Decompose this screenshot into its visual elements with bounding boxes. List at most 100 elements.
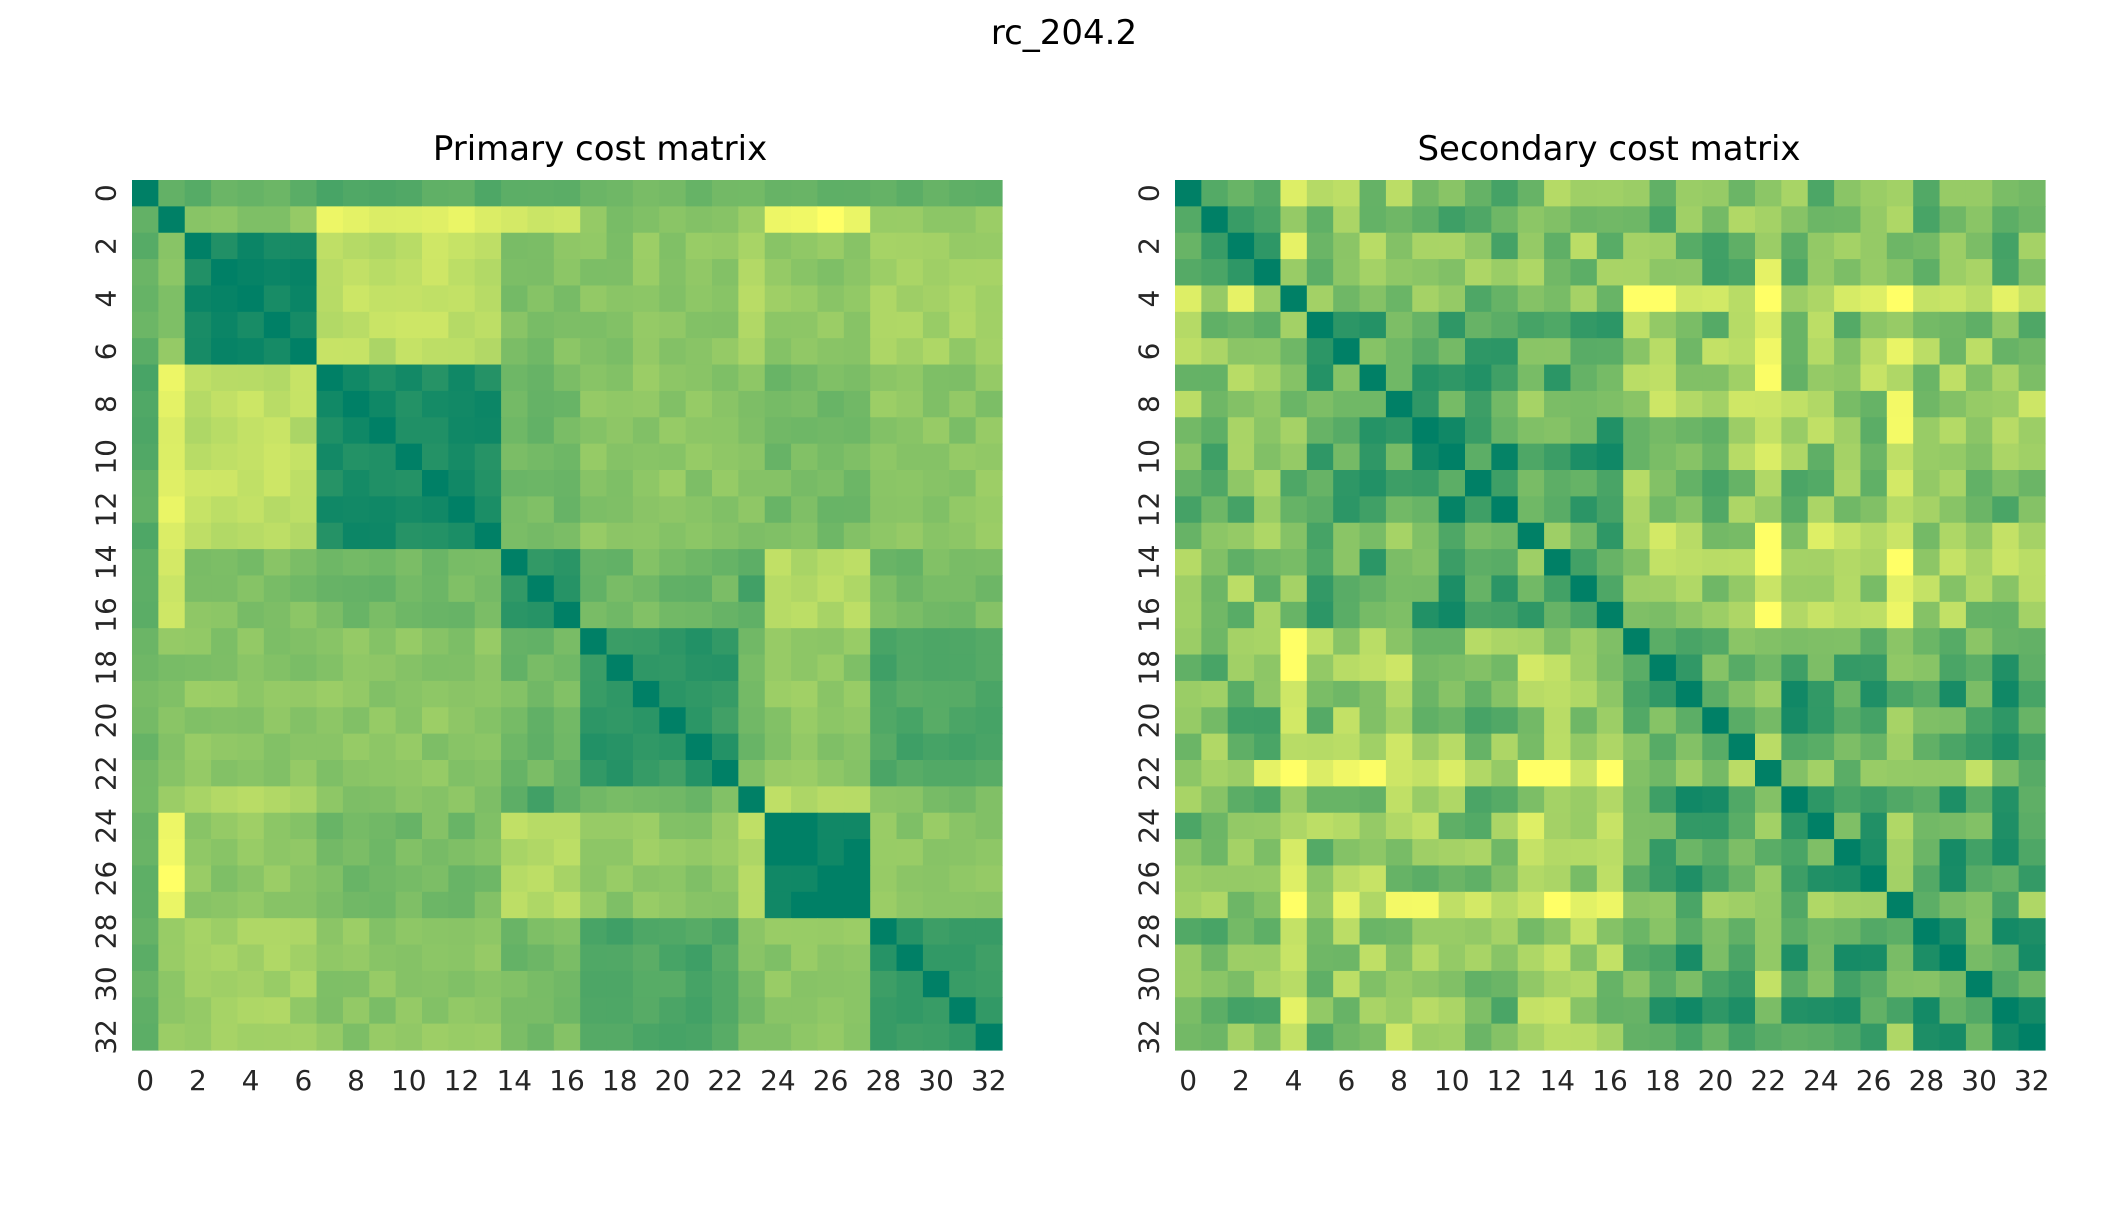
heatmap-cell [1965,680,1993,708]
heatmap-cell [474,417,502,445]
heatmap-cell [896,786,924,814]
heatmap-cell [659,206,687,234]
heatmap-cell [580,180,608,207]
heatmap-cell [580,311,608,339]
heatmap-cell [263,707,291,735]
heatmap-cell [369,944,397,972]
heatmap-cell [527,259,555,287]
heatmap-cell [896,311,924,339]
heatmap-cell [395,443,423,471]
heatmap-cell [1992,680,2020,708]
heatmap-cell [1781,760,1809,787]
heatmap-cell [580,707,608,735]
heatmap-cell [1965,997,1993,1025]
heatmap-cell [1175,180,1202,207]
heatmap-cell [1992,285,2020,313]
heatmap-cell [1781,206,1809,234]
heatmap-cell [1175,549,1202,577]
heatmap-cell [738,812,766,840]
heatmap-cell [1913,891,1941,919]
heatmap-cell [1755,417,1782,445]
heatmap-cell [1175,601,1202,629]
heatmap-cell [1649,786,1677,814]
heatmap-cell [1939,997,1967,1025]
heatmap-cell [1649,812,1677,840]
heatmap-cell [263,180,291,207]
heatmap-cell [1227,285,1255,313]
y-tick-label: 28 [1133,914,1166,950]
heatmap-cell [1201,654,1229,682]
heatmap-cell [606,390,634,418]
heatmap-cell [1227,549,1255,577]
heatmap-cell [1306,443,1334,471]
heatmap-cell [791,654,819,682]
heatmap-cell [1992,760,2020,787]
heatmap-cell [184,496,212,524]
heatmap-cell [316,654,344,682]
heatmap-cell [1939,311,1967,339]
heatmap-cell [1465,259,1492,287]
heatmap-cell [1227,812,1255,840]
heatmap-cell [1860,180,1888,207]
heatmap-cell [158,259,186,287]
heatmap-cell [1175,575,1202,603]
heatmap-cell [237,865,265,893]
heatmap-cell [949,839,977,867]
heatmap-cell [553,338,581,366]
heatmap-cell [1781,470,1809,497]
heatmap-cell [712,839,739,867]
heatmap-cell [1544,865,1572,893]
heatmap-cell [1333,364,1361,392]
heatmap-cell [1333,601,1361,629]
heatmap-cell [870,944,898,972]
heatmap-cell [395,338,423,366]
heatmap-cell [1649,891,1677,919]
heatmap-cell [606,364,634,392]
heatmap-cell [712,970,739,998]
heatmap-cell [1596,997,1624,1025]
heatmap-cell [1675,180,1703,207]
heatmap-cell [738,496,766,524]
heatmap-cell [580,918,608,946]
heatmap-cell [2018,180,2046,207]
heatmap-cell [1306,786,1334,814]
heatmap-cell [1860,338,1888,366]
heatmap-cell [1412,338,1440,366]
heatmap-cell [1596,812,1624,840]
heatmap-cell [1201,259,1229,287]
heatmap-cell [606,285,634,313]
heatmap-cell [1886,970,1914,998]
heatmap-cell [1939,338,1967,366]
heatmap-cell [369,786,397,814]
heatmap-cell [632,417,660,445]
heatmap-cell [158,654,186,682]
heatmap-cell [237,812,265,840]
heatmap-cell [1596,232,1624,260]
heatmap-cell [1939,549,1967,577]
heatmap-cell [896,918,924,946]
heatmap-cell [422,628,449,656]
heatmap-cell [1465,522,1492,550]
heatmap-cell [342,997,370,1025]
heatmap-cell [1385,338,1413,366]
heatmap-cell [685,918,713,946]
heatmap-cell [448,311,476,339]
heatmap-cell [975,601,1003,629]
heatmap-cell [1465,918,1492,946]
heatmap-cell [1965,628,1993,656]
heatmap-cell [342,549,370,577]
heatmap-cell [369,760,397,787]
y-tick-label: 22 [1133,755,1166,791]
heatmap-cell [1992,918,2020,946]
heatmap-cell [1860,443,1888,471]
heatmap-cell [712,575,739,603]
heatmap-cell [922,311,950,339]
heatmap-cell [896,522,924,550]
heatmap-cell [237,575,265,603]
heatmap-cell [2018,575,2046,603]
heatmap-cell [870,338,898,366]
heatmap-cell [1280,417,1308,445]
heatmap-cell [1227,417,1255,445]
heatmap-cell [817,338,845,366]
heatmap-cell [369,338,397,366]
